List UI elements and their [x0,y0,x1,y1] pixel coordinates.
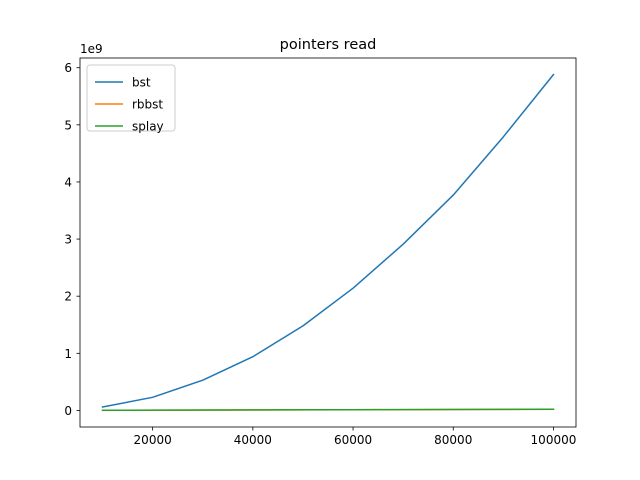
y-tick-label: 4 [64,175,72,189]
series-line-splay [101,408,555,412]
y-tick-label: 0 [64,404,72,418]
legend: bst rbbst splay [86,64,176,134]
x-tick-label: 80000 [434,433,472,447]
y-tick-label: 2 [64,290,72,304]
y-tick-label: 6 [64,61,72,75]
x-tick-label: 100000 [531,433,577,447]
legend-label-bst: bst [132,76,151,90]
legend-label-rbbst: rbbst [132,98,163,112]
y-tick-label: 1 [64,347,72,361]
x-tick-label: 60000 [334,433,372,447]
axes-frame [79,57,577,428]
plot-area: 20000 40000 60000 80000 100000 0 1 2 3 4 5 6 bst rbbs… [64,57,577,447]
x-tick-label: 40000 [234,433,272,447]
chart-title: pointers read [280,37,377,53]
x-tick-label: 20000 [134,433,172,447]
y-tick-label: 5 [64,118,72,132]
legend-label-splay: splay [132,120,164,134]
y-tick-label: 3 [64,233,72,247]
series-line-bst [101,73,555,408]
y-offset-label: 1e9 [80,42,103,56]
